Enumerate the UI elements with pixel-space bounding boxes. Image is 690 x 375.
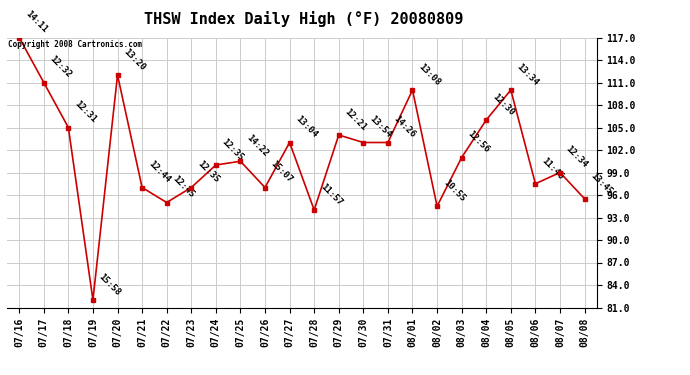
Text: 12:44: 12:44 [146,159,172,185]
Text: 12:21: 12:21 [343,107,368,132]
Text: 13:04: 13:04 [294,114,319,140]
Text: 14:22: 14:22 [244,133,270,159]
Text: 13:20: 13:20 [121,47,147,72]
Text: THSW Index Daily High (°F) 20080809: THSW Index Daily High (°F) 20080809 [144,11,463,27]
Text: 12:34: 12:34 [564,144,589,170]
Text: 15:07: 15:07 [269,159,295,185]
Text: 11:57: 11:57 [318,182,344,207]
Text: 13:45: 13:45 [589,171,614,196]
Text: 15:58: 15:58 [97,272,122,297]
Text: 14:11: 14:11 [23,9,49,35]
Text: 13:54: 13:54 [368,114,393,140]
Text: 12:35: 12:35 [195,159,221,185]
Text: 11:46: 11:46 [540,156,565,181]
Text: 12:32: 12:32 [48,54,73,80]
Text: 12:56: 12:56 [466,129,491,155]
Text: Copyright 2008 Cartronics.com: Copyright 2008 Cartronics.com [8,40,142,49]
Text: 10:55: 10:55 [441,178,466,204]
Text: 12:30: 12:30 [491,92,515,117]
Text: 14:26: 14:26 [392,114,417,140]
Text: 13:34: 13:34 [515,62,540,87]
Text: 12:31: 12:31 [72,99,98,125]
Text: 12:45: 12:45 [171,174,196,200]
Text: 13:08: 13:08 [417,62,442,87]
Text: 12:35: 12:35 [220,137,246,162]
